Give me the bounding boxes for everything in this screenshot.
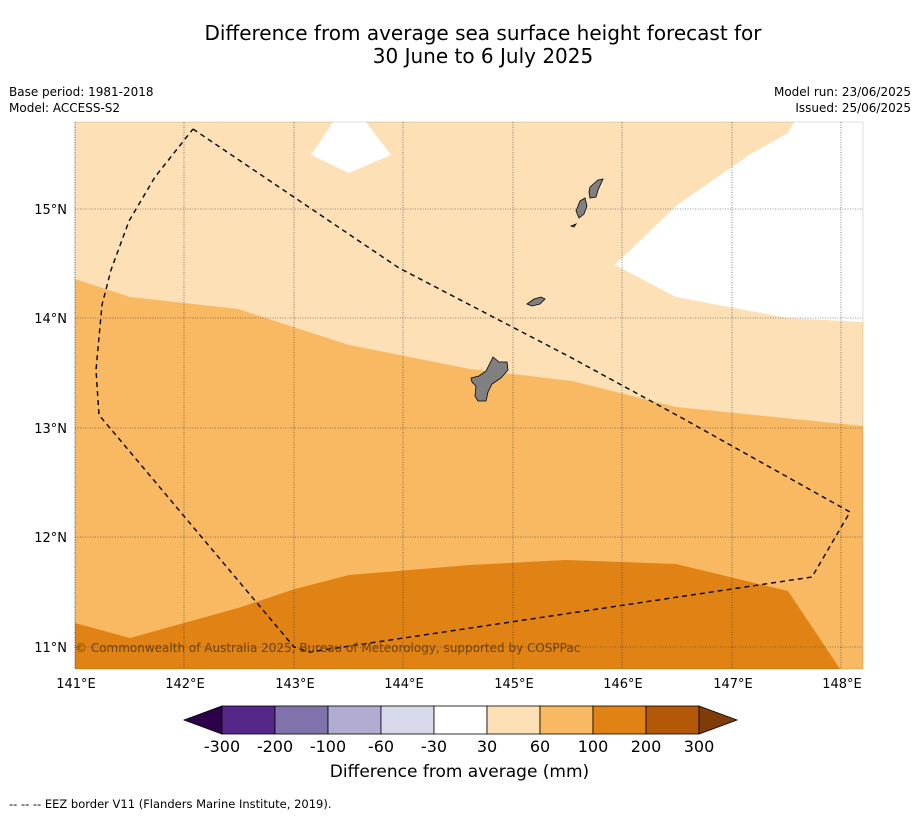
colorbar-tick-label: -300	[203, 737, 241, 756]
lon-tick-label: 144°E	[384, 677, 424, 692]
map-frame	[74, 121, 864, 670]
island-saipan	[588, 178, 604, 199]
lon-tick-label: 146°E	[603, 677, 643, 692]
contour-100-200	[75, 560, 840, 669]
meta-right: Model run: 23/06/2025 Issued: 25/06/2025	[774, 84, 911, 116]
colorbar	[182, 705, 739, 735]
lon-tick-label: 148°E	[822, 677, 862, 692]
colorbar-tick-label: -100	[309, 737, 347, 756]
title-line-1: Difference from average sea surface heig…	[204, 21, 762, 45]
colorbar-tick-label: 300	[683, 737, 715, 756]
colorbar-tick-label: 60	[529, 737, 551, 756]
colorbar-swatch	[221, 705, 276, 735]
lat-tick-label: 12°N	[34, 531, 67, 546]
colorbar-tick-label: 30	[476, 737, 498, 756]
island-rota	[526, 296, 546, 307]
colorbar-swatch	[433, 705, 488, 735]
colorbar-swatch	[592, 705, 647, 735]
contour-near-zero-patch-1	[311, 122, 391, 173]
title-line-2: 30 June to 6 July 2025	[372, 44, 594, 68]
island-aguijan	[569, 223, 578, 228]
eez-border	[95, 128, 851, 653]
colorbar-label: Difference from average (mm)	[329, 762, 590, 782]
colorbar-tick-label: -30	[420, 737, 448, 756]
colorbar-tick-label: 100	[577, 737, 609, 756]
model-run-text: Model run: 23/06/2025	[773, 85, 911, 99]
land-masses	[470, 178, 604, 402]
lon-tick-label: 143°E	[275, 677, 315, 692]
eez-footnote: -- -- -- EEZ border V11 (Flanders Marine…	[9, 797, 332, 811]
lat-tick-label: 15°N	[34, 203, 67, 218]
lat-tick-label: 11°N	[34, 641, 67, 656]
island-guam	[470, 356, 509, 402]
colorbar-swatch	[486, 705, 541, 735]
model-text: Model: ACCESS-S2	[9, 101, 121, 115]
meta-left: Base period: 1981-2018 Model: ACCESS-S2	[9, 84, 154, 116]
lat-tick-label: 14°N	[34, 312, 67, 327]
base-period-text: Base period: 1981-2018	[9, 85, 154, 99]
colorbar-tick-label: -60	[367, 737, 395, 756]
island-tinian	[575, 197, 588, 219]
gridlines	[74, 122, 863, 669]
map-title: Difference from average sea surface heig…	[0, 22, 919, 68]
colorbar-swatch	[380, 705, 435, 735]
copyright-text: © Commonwealth of Australia 2025, Bureau…	[75, 641, 581, 655]
lon-tick-label: 145°E	[494, 677, 534, 692]
colorbar-swatch	[539, 705, 594, 735]
colorbar-extend-high	[698, 705, 739, 735]
colorbar-swatch	[274, 705, 329, 735]
colorbar-tick-label: -200	[256, 737, 294, 756]
colorbar-swatch	[645, 705, 700, 735]
issued-text: Issued: 25/06/2025	[795, 101, 911, 115]
colorbar-tick-label: 200	[630, 737, 662, 756]
lat-tick-label: 13°N	[34, 422, 67, 437]
colorbar-swatch	[327, 705, 382, 735]
colorbar-extend-low	[182, 705, 223, 735]
lon-tick-label: 142°E	[165, 677, 205, 692]
lon-tick-label: 147°E	[713, 677, 753, 692]
lon-tick-label: 141°E	[56, 677, 96, 692]
contour-near-zero-patch-2	[615, 122, 863, 322]
